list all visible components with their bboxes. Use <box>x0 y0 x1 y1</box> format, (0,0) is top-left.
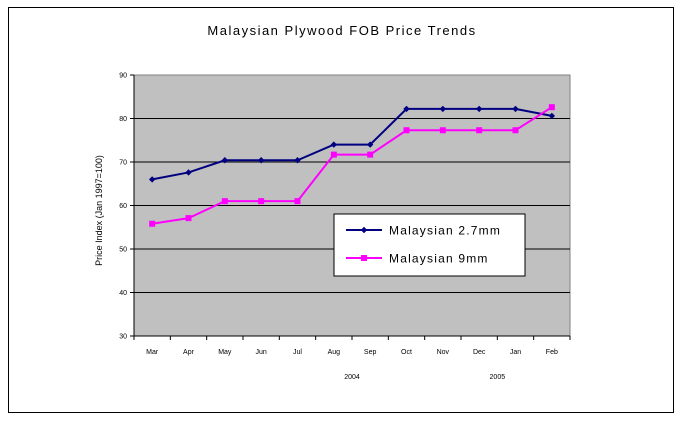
data-point <box>548 104 555 111</box>
x-tick-label: Feb <box>546 349 558 356</box>
data-point <box>439 105 447 113</box>
x-tick-label: Jul <box>293 349 302 356</box>
x-tick-label: Oct <box>401 349 412 356</box>
legend-label: Malaysian 2.7mm <box>389 224 501 238</box>
data-point <box>548 112 556 120</box>
data-point <box>360 226 368 234</box>
data-point <box>294 198 301 205</box>
y-tick-label: 50 <box>119 247 127 254</box>
data-point <box>221 157 229 164</box>
data-point <box>185 169 192 176</box>
legend-item-1: Malaysian 9mm <box>346 252 489 266</box>
data-point <box>330 141 338 148</box>
y-tick-label: 90 <box>119 73 127 80</box>
series-line <box>152 106 553 225</box>
data-point <box>149 220 156 227</box>
y-tick-label: 60 <box>119 203 127 210</box>
series-line <box>151 107 553 181</box>
x-tick-label: Apr <box>183 349 195 356</box>
y-tick-label: 80 <box>119 116 127 123</box>
x-tick-label: May <box>218 349 232 356</box>
data-point <box>403 127 410 134</box>
legend-label: Malaysian 9mm <box>389 252 489 266</box>
chart: Malaysian Plywood FOB Price Trends 30 40 5… <box>94 23 571 381</box>
y-tick-label: 40 <box>119 290 127 297</box>
x-tick-label: Sep <box>364 349 377 356</box>
year-label: 2005 <box>490 374 506 381</box>
x-tick-label: Mar <box>146 349 159 356</box>
y-axis-title: Price Index (Jan 1997=100) <box>94 155 104 266</box>
data-point <box>361 255 367 261</box>
data-point <box>475 105 483 113</box>
data-point <box>258 198 265 205</box>
data-point <box>221 198 228 205</box>
legend-box <box>333 213 526 277</box>
data-point <box>403 105 410 113</box>
data-point <box>257 157 265 164</box>
legend: Malaysian 2.7mm Malaysian 9mm <box>333 213 526 277</box>
chart-title: Malaysian Plywood FOB Price Trends <box>207 23 476 38</box>
legend-item-0: Malaysian 2.7mm <box>346 224 501 238</box>
chart-frame: Malaysian Plywood FOB Price Trends 30 40 5… <box>8 7 674 413</box>
data-point <box>512 105 519 113</box>
x-tick-label: Jun <box>256 349 267 356</box>
data-point <box>185 215 192 222</box>
data-point <box>367 151 374 158</box>
x-axis: Mar Apr May Jun Jul Aug Sep Oct Nov Dec Jan Feb 2004… <box>133 335 571 381</box>
x-tick-label: Dec <box>473 349 486 356</box>
x-tick-label: Aug <box>328 349 341 356</box>
series-1 <box>149 104 555 227</box>
y-axis: 30 40 50 60 70 80 90 <box>119 73 135 341</box>
y-tick-label: 70 <box>119 160 127 167</box>
series-0 <box>148 105 556 183</box>
data-point <box>148 176 156 183</box>
series-layer <box>148 104 556 227</box>
data-point <box>476 127 483 134</box>
y-tick-label: 30 <box>119 334 127 341</box>
year-label: 2004 <box>344 374 360 381</box>
data-point <box>330 151 337 158</box>
x-tick-label: Nov <box>437 349 450 356</box>
data-point <box>294 157 301 164</box>
data-point <box>366 141 374 148</box>
data-point <box>439 127 446 134</box>
x-tick-label: Jan <box>510 349 521 356</box>
data-point <box>512 127 519 134</box>
